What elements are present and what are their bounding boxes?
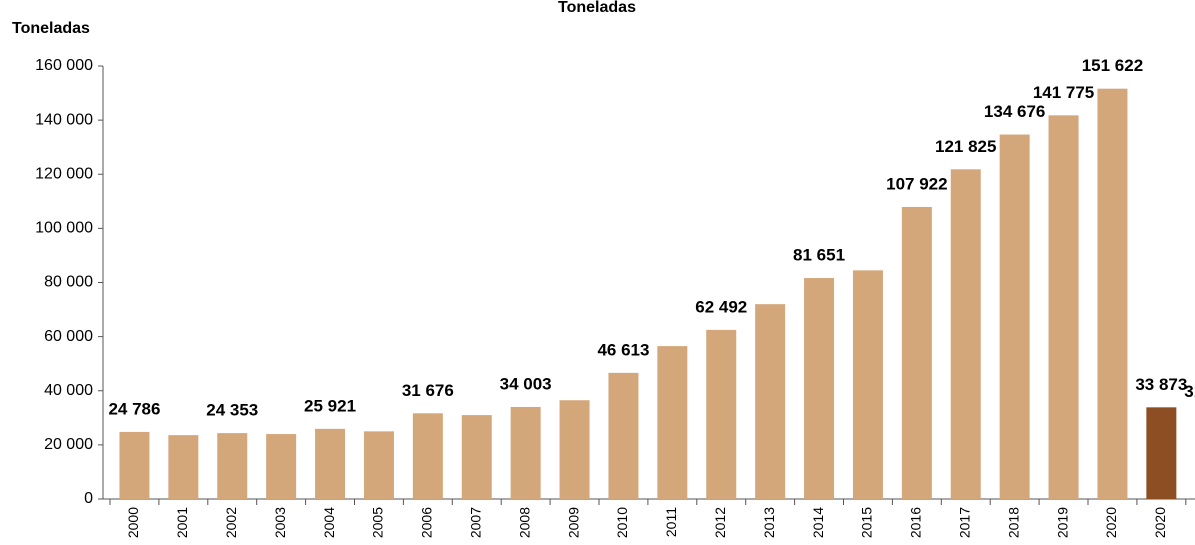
y-tick-label: 80 000 [44, 274, 93, 291]
chart-title: Toneladas [558, 0, 636, 16]
x-tick-label: 2008 [516, 507, 532, 538]
x-tick-label: 2009 [565, 507, 581, 538]
x-tick-label: 2001 [174, 507, 190, 538]
bar [266, 434, 297, 499]
bar [657, 346, 688, 499]
x-tick-label: 2013 [761, 507, 777, 538]
data-label: 34 003 [500, 374, 552, 393]
x-tick-label: 2018 [1005, 507, 1021, 538]
y-tick-label: 120 000 [35, 165, 93, 182]
y-tick-label: 60 000 [44, 328, 93, 345]
bar [1146, 407, 1177, 499]
y-tick-label: 0 [84, 490, 93, 507]
x-tick-label: 2006 [419, 507, 435, 538]
bar [706, 329, 737, 499]
bar [510, 406, 541, 499]
bar [950, 169, 981, 499]
data-label: 24 353 [206, 401, 258, 420]
bar [852, 270, 883, 499]
data-label: 25 921 [304, 396, 356, 415]
data-label: 121 825 [935, 137, 996, 156]
bar [901, 206, 932, 499]
x-tick-label: 2011 [663, 507, 679, 537]
data-label: 134 676 [984, 102, 1045, 121]
data-label: 33 873 [1135, 375, 1187, 394]
data-label: 46 613 [597, 340, 649, 359]
bar [1097, 88, 1128, 499]
x-tick-label: 2002 [223, 507, 239, 538]
data-label: 24 786 [108, 399, 160, 418]
y-tick-label: 140 000 [35, 111, 93, 128]
data-label: 151 622 [1082, 56, 1143, 75]
y-tick-label: 40 000 [44, 382, 93, 399]
bar [363, 431, 394, 499]
y-tick-label: 20 000 [44, 436, 93, 453]
x-tick-label: 2016 [908, 507, 924, 538]
x-tick-label: 2007 [467, 507, 483, 538]
data-label: 81 651 [793, 246, 845, 265]
bar [755, 304, 786, 499]
bar [461, 415, 492, 499]
bar [608, 372, 639, 499]
x-tick-label: 2005 [370, 507, 386, 538]
y-tick-label: 100 000 [35, 220, 93, 237]
x-tick-label: 2004 [321, 507, 337, 538]
bar [999, 134, 1030, 499]
bar [804, 278, 835, 499]
data-label: 62 492 [695, 297, 747, 316]
x-tick-label: 2015 [859, 507, 875, 538]
bar [559, 400, 590, 499]
data-label: 31 676 [402, 381, 454, 400]
x-tick-label: 2014 [810, 507, 826, 538]
x-tick-label: 2012 [712, 507, 728, 538]
x-tick-label: 2017 [956, 507, 972, 538]
bar [119, 431, 150, 499]
x-tick-label: 2020 [1152, 507, 1168, 538]
bar [412, 413, 443, 499]
data-label: 31 144 [1184, 382, 1195, 401]
bar [315, 428, 346, 499]
bar [217, 433, 248, 499]
data-label: 141 775 [1033, 83, 1094, 102]
y-axis-label: Toneladas [12, 20, 90, 37]
bar [1048, 115, 1079, 499]
data-label: 107 922 [886, 174, 947, 193]
x-tick-label: 2000 [125, 507, 141, 538]
x-tick-label: 2010 [614, 507, 630, 538]
x-tick-label: 2003 [272, 507, 288, 538]
x-tick-label: 2020 [1103, 507, 1119, 538]
bar [168, 435, 199, 499]
x-tick-label: 2019 [1054, 507, 1070, 538]
y-tick-label: 160 000 [35, 57, 93, 74]
